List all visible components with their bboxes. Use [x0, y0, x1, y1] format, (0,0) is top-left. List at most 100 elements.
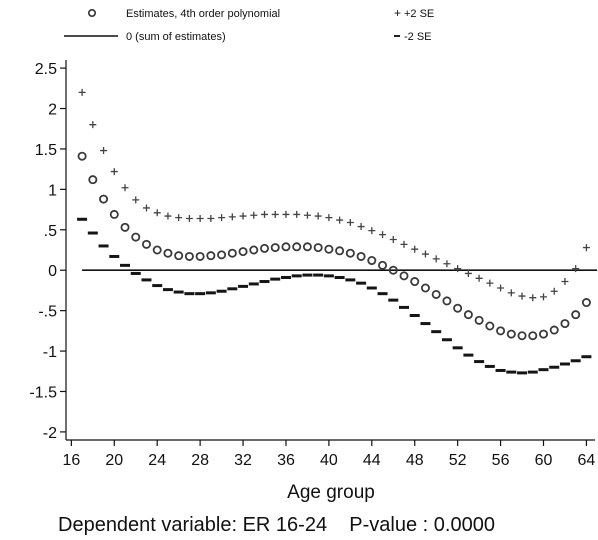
lower-se-point	[162, 288, 173, 292]
estimate-point	[474, 315, 484, 325]
upper-se-point	[400, 240, 408, 248]
lower-se-point	[323, 274, 334, 278]
upper-se-point	[432, 255, 440, 263]
upper-se-point	[325, 214, 333, 222]
x-tick-label: 48	[406, 452, 424, 469]
estimate-point	[463, 310, 473, 320]
lower-se-point	[77, 217, 88, 221]
upper-se-point	[389, 235, 397, 243]
x-tick-label: 36	[277, 452, 295, 469]
upper-se-point	[164, 212, 172, 220]
estimate-point	[217, 250, 227, 260]
estimate-point	[560, 319, 570, 329]
upper-se-point	[346, 219, 354, 227]
estimate-point	[356, 251, 366, 261]
y-tick-label: -1	[43, 344, 57, 361]
lower-se-point	[345, 278, 356, 282]
legend-estimates-label: Estimates, 4th order polynomial	[126, 8, 280, 20]
x-tick-label: 24	[148, 452, 166, 469]
lower-se-point	[302, 273, 313, 277]
lower-se-point	[184, 292, 195, 296]
estimate-point	[131, 232, 141, 242]
legend-circle-marker	[88, 9, 97, 18]
x-tick-label: 32	[234, 452, 252, 469]
legend: Estimates, 4th order polynomial 0 (sum o…	[64, 6, 434, 43]
upper-se-point	[196, 214, 204, 222]
y-tick-label: -2	[43, 425, 57, 442]
lower-se-point	[506, 370, 517, 374]
upper-se-point	[261, 210, 269, 218]
footer-caption: Dependent variable: ER 16-24 P-value : 0…	[58, 514, 495, 536]
x-tick-label: 44	[363, 452, 381, 469]
upper-se-point	[282, 210, 290, 218]
upper-se-point	[121, 184, 129, 192]
upper-se-point	[464, 269, 472, 277]
upper-se-point	[454, 265, 462, 273]
upper-se-point	[572, 265, 580, 273]
lower-se-point	[280, 275, 291, 279]
estimate-point	[506, 329, 516, 339]
upper-se-point	[582, 244, 590, 252]
estimate-point	[335, 246, 345, 256]
y-tick-label: -1.5	[29, 384, 57, 401]
estimate-point	[152, 245, 162, 255]
estimate-point	[571, 310, 581, 320]
estimate-point	[581, 298, 591, 308]
upper-se-point	[550, 287, 558, 295]
estimate-point	[195, 251, 205, 261]
upper-se-point	[185, 214, 193, 222]
lower-se-point	[152, 284, 163, 288]
lower-se-point	[259, 280, 270, 284]
estimate-point	[485, 321, 495, 331]
estimate-point	[88, 175, 98, 185]
lower-se-point	[474, 360, 485, 364]
upper-se-point	[303, 211, 311, 219]
lower-se-point	[334, 275, 345, 279]
y-tick-label: 1.5	[35, 142, 57, 159]
estimate-point	[227, 248, 237, 258]
lower-se-point	[141, 278, 152, 282]
upper-se-point	[207, 214, 215, 222]
estimate-point	[431, 289, 441, 299]
estimate-point	[324, 244, 334, 254]
lower-se-point	[399, 305, 410, 309]
lower-se-point	[517, 371, 528, 375]
lower-se-point	[581, 355, 592, 359]
lower-se-point	[238, 284, 249, 288]
estimate-point	[99, 194, 109, 204]
upper-se-point	[357, 223, 365, 231]
legend-plus-marker: +	[394, 6, 401, 20]
lower-se-point	[270, 277, 281, 281]
y-tick-label: -.5	[38, 304, 57, 321]
upper-se-point	[379, 231, 387, 239]
lower-se-point	[313, 273, 324, 277]
x-tick-label: 64	[578, 452, 596, 469]
estimate-point	[453, 303, 463, 313]
lower-se-point	[120, 263, 131, 267]
lower-se-point	[173, 290, 184, 294]
upper-se-point	[228, 213, 236, 221]
estimate-point	[399, 271, 409, 281]
lower-se-point	[205, 291, 216, 295]
y-tick-label: 2	[48, 102, 57, 119]
x-tick-label: 16	[62, 452, 80, 469]
legend-zero-label: 0 (sum of estimates)	[126, 31, 226, 43]
lower-se-point	[388, 298, 399, 302]
estimate-point	[281, 242, 291, 252]
lower-se-point	[356, 281, 367, 285]
upper-se-point	[110, 168, 118, 176]
estimate-point	[184, 251, 194, 261]
estimate-point	[120, 222, 130, 232]
upper-se-point	[497, 284, 505, 292]
x-tick-label: 60	[535, 452, 553, 469]
estimate-point	[517, 331, 527, 341]
lower-se-point	[527, 370, 538, 374]
lower-se-point	[291, 274, 302, 278]
upper-se-point	[561, 278, 569, 286]
y-tick-label: 2.5	[35, 61, 57, 78]
upper-se-point	[142, 204, 150, 212]
estimate-point	[410, 277, 420, 287]
upper-se-point	[175, 214, 183, 222]
upper-se-point	[475, 274, 483, 282]
